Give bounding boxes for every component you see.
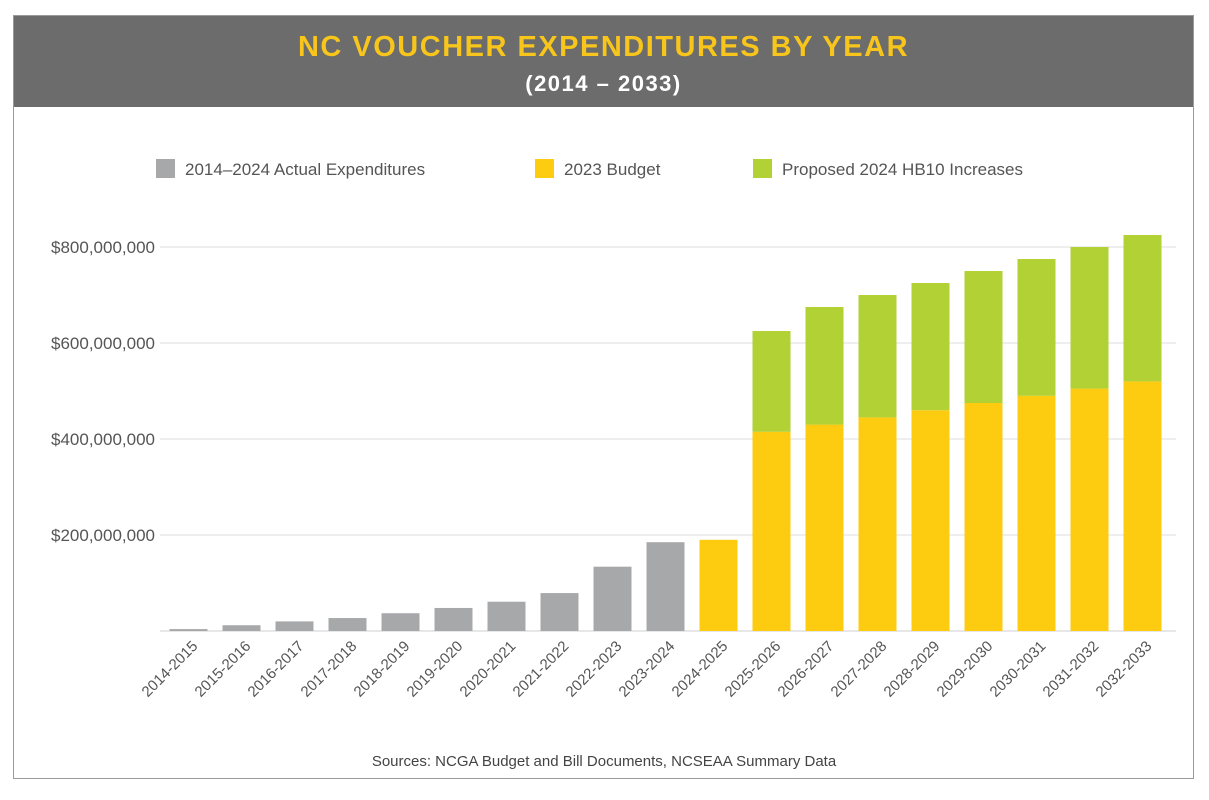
- y-tick-label: $800,000,000: [51, 238, 155, 257]
- chart-header: NC VOUCHER EXPENDITURES BY YEAR (2014 – …: [14, 16, 1193, 107]
- x-tick-label: 2015-2016: [192, 638, 255, 701]
- bar-segment-proposed: [1017, 259, 1056, 396]
- bar-segment-actual: [169, 629, 208, 631]
- x-tick-label: 2014-2015: [139, 638, 202, 701]
- bar-segment-budget: [1017, 395, 1056, 631]
- x-tick-label: 2024-2025: [669, 638, 732, 701]
- legend-swatch: [753, 159, 772, 178]
- x-tick-label: 2021-2022: [510, 638, 573, 701]
- bar-segment-budget: [1070, 388, 1109, 631]
- legend-label: Proposed 2024 HB10 Increases: [782, 160, 1023, 179]
- x-tick-label: 2032-2033: [1093, 638, 1156, 701]
- bar-segment-actual: [540, 593, 579, 631]
- bar-segment-proposed: [911, 283, 950, 411]
- y-tick-label: $400,000,000: [51, 430, 155, 449]
- bar-segment-actual: [381, 613, 420, 631]
- bar-segment-actual: [434, 607, 473, 631]
- bar-segment-proposed: [752, 331, 791, 432]
- bar-segment-budget: [752, 431, 791, 631]
- bar-segment-actual: [222, 625, 261, 631]
- x-tick-label: 2018-2019: [351, 638, 414, 701]
- x-tick-label: 2028-2029: [881, 638, 944, 701]
- source-note: Sources: NCGA Budget and Bill Documents,…: [372, 753, 837, 770]
- x-tick-label: 2027-2028: [828, 638, 891, 701]
- x-tick-label: 2030-2031: [987, 638, 1050, 701]
- bar-segment-budget: [964, 403, 1003, 631]
- chart-title: NC VOUCHER EXPENDITURES BY YEAR: [297, 31, 910, 63]
- bar-segment-proposed: [1123, 235, 1162, 382]
- x-tick-label: 2017-2018: [298, 638, 361, 701]
- legend-label: 2023 Budget: [564, 160, 661, 179]
- x-tick-label: 2023-2024: [616, 638, 679, 701]
- x-tick-label: 2022-2023: [563, 638, 626, 701]
- x-tick-label: 2019-2020: [404, 638, 467, 701]
- x-tick-label: 2029-2030: [934, 638, 997, 701]
- legend-swatch: [535, 159, 554, 178]
- bar-segment-budget: [699, 539, 738, 631]
- x-tick-label: 2016-2017: [245, 638, 308, 701]
- bar-segment-budget: [1123, 381, 1162, 631]
- x-tick-label: 2020-2021: [457, 638, 520, 701]
- x-tick-label: 2025-2026: [722, 638, 785, 701]
- bar-segment-actual: [328, 618, 367, 631]
- legend-swatch: [156, 159, 175, 178]
- bar-segment-proposed: [805, 307, 844, 425]
- bar-segment-proposed: [858, 295, 897, 418]
- chart-subtitle: (2014 – 2033): [525, 71, 682, 96]
- y-tick-label: $200,000,000: [51, 526, 155, 545]
- bar-segment-budget: [805, 424, 844, 631]
- bar-segment-proposed: [964, 271, 1003, 403]
- bar-segment-proposed: [1070, 247, 1109, 389]
- bar-segment-actual: [275, 621, 314, 631]
- x-tick-label: 2031-2032: [1040, 638, 1103, 701]
- bar-segment-actual: [593, 566, 632, 631]
- y-tick-label: $600,000,000: [51, 334, 155, 353]
- bar-segment-budget: [911, 410, 950, 631]
- bar-segment-actual: [646, 542, 685, 631]
- bar-segment-budget: [858, 417, 897, 631]
- x-tick-label: 2026-2027: [775, 638, 838, 701]
- legend-label: 2014–2024 Actual Expenditures: [185, 160, 425, 179]
- bar-segment-actual: [487, 601, 526, 631]
